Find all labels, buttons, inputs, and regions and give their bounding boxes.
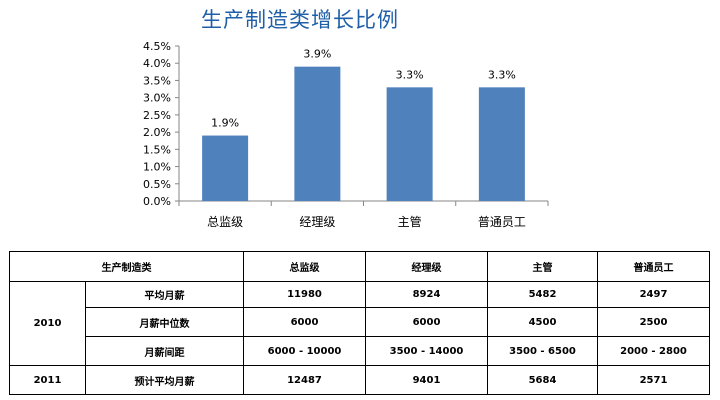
x-category-label: 普通员工 <box>478 215 526 229</box>
table-row: 2011 预计平均月薪 12487 9401 5684 2571 <box>9 365 710 395</box>
x-axis: 总监级 经理级 主管 普通员工 <box>178 200 549 229</box>
table-column-header: 总监级 <box>243 251 366 282</box>
table-metric-cell: 预计平均月薪 <box>85 365 244 395</box>
y-tick-label: 0.0% <box>143 195 171 208</box>
y-tick-label: 4.0% <box>143 57 171 70</box>
y-tick-label: 2.5% <box>143 109 171 122</box>
bar <box>386 87 433 201</box>
x-category-label: 总监级 <box>207 215 243 229</box>
table-cell: 5482 <box>487 281 598 308</box>
x-category-label: 主管 <box>398 214 422 229</box>
bar-value-label: 3.3% <box>396 68 424 81</box>
table-cell: 5684 <box>487 365 598 395</box>
table-cell: 2571 <box>597 365 710 395</box>
y-axis: 0.0% 0.5% 1.0% 1.5% 2.0% 2.5% 3.0% 3.5% 4.0% 4.5% <box>143 40 180 208</box>
table-metric-cell: 月薪中位数 <box>85 307 244 337</box>
bar <box>202 135 249 201</box>
table-cell: 2497 <box>597 281 710 308</box>
table-cell: 2500 <box>597 307 710 337</box>
table-cell: 6000 <box>243 307 366 337</box>
table-cell: 6000 <box>365 307 488 337</box>
table-year-cell: 2010 <box>9 281 86 366</box>
bar <box>294 66 341 202</box>
table-cell: 6000 - 10000 <box>243 336 366 366</box>
table-row: 月薪中位数 6000 6000 4500 2500 <box>10 307 710 337</box>
table-row: 2010 平均月薪 11980 8924 5482 2497 <box>9 281 710 366</box>
x-category-label: 经理级 <box>299 215 335 229</box>
table-cell: 2000 - 2800 <box>597 336 710 366</box>
table-metric-cell: 平均月薪 <box>85 281 244 308</box>
table-cell: 12487 <box>243 365 366 395</box>
y-tick-label: 0.5% <box>143 178 171 191</box>
bar <box>478 87 525 201</box>
table-header-label: 生产制造类 <box>9 251 244 282</box>
table-header-row: 生产制造类 总监级 经理级 主管 普通员工 <box>9 251 710 282</box>
table-column-header: 普通员工 <box>597 251 710 282</box>
y-tick-label: 4.5% <box>143 40 171 53</box>
table-column-header: 经理级 <box>365 251 488 282</box>
bar-value-label: 3.9% <box>303 48 331 61</box>
bar-series: 1.9% 3.9% 3.3% 3.3% <box>202 48 525 202</box>
table-cell: 11980 <box>243 281 366 308</box>
y-tick-label: 1.0% <box>143 161 171 174</box>
table-row: 月薪间距 6000 - 10000 3500 - 14000 3500 - 6500 2… <box>10 336 710 366</box>
table-column-header: 主管 <box>487 251 598 282</box>
y-tick-label: 2.0% <box>143 126 171 139</box>
y-tick-label: 3.5% <box>143 74 171 87</box>
y-tick-label: 1.5% <box>143 143 171 156</box>
salary-table: 生产制造类 总监级 经理级 主管 普通员工 2010 平均月薪 11980 8924 5482 24… <box>9 251 710 395</box>
y-tick-label: 3.0% <box>143 92 171 105</box>
bar-chart: 0.0% 0.5% 1.0% 1.5% 2.0% 2.5% 3.0% 3.5% 4.0% 4.5%… <box>143 40 549 229</box>
table-cell: 4500 <box>487 307 598 337</box>
table-cell: 3500 - 6500 <box>487 336 598 366</box>
bar-value-label: 1.9% <box>211 117 239 130</box>
table-cell: 9401 <box>365 365 488 395</box>
table-cell: 8924 <box>365 281 488 308</box>
chart-title: 生产制造类增长比例 <box>201 8 399 32</box>
table-cell: 3500 - 14000 <box>365 336 488 366</box>
table-year-cell: 2011 <box>9 365 86 395</box>
bar-value-label: 3.3% <box>488 68 516 81</box>
table-metric-cell: 月薪间距 <box>85 336 244 366</box>
